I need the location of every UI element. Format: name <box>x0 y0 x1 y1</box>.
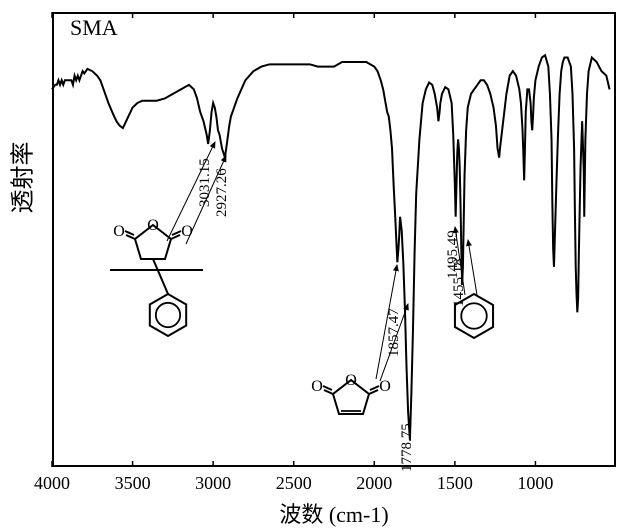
figure-root: 透射率 波数 (cm-1) SMA OOOOOO 400035003000250… <box>0 0 637 531</box>
x-tick-label: 1500 <box>437 473 473 494</box>
x-tick-label: 1000 <box>517 473 553 494</box>
x-tick-label: 3500 <box>115 473 151 494</box>
x-tick-label: 2000 <box>356 473 392 494</box>
series-title: SMA <box>70 15 118 41</box>
x-tick-label: 2500 <box>276 473 312 494</box>
peak-label: 1455.18 <box>451 258 468 307</box>
x-tick-label: 4000 <box>34 473 70 494</box>
x-tick-label: 3000 <box>195 473 231 494</box>
plot-area <box>52 12 616 467</box>
peak-label: 3031.15 <box>197 158 214 207</box>
peak-label: 2927.26 <box>214 168 231 217</box>
y-axis-label-text: 透射率 <box>11 142 37 214</box>
series-title-text: SMA <box>70 15 118 40</box>
peak-label: 1857.47 <box>386 308 403 357</box>
peak-label: 1778.75 <box>399 423 416 472</box>
x-axis-label-text: 波数 (cm-1) <box>279 502 388 527</box>
y-axis-label: 透射率 <box>3 78 38 278</box>
x-axis-label: 波数 (cm-1) <box>52 497 616 529</box>
